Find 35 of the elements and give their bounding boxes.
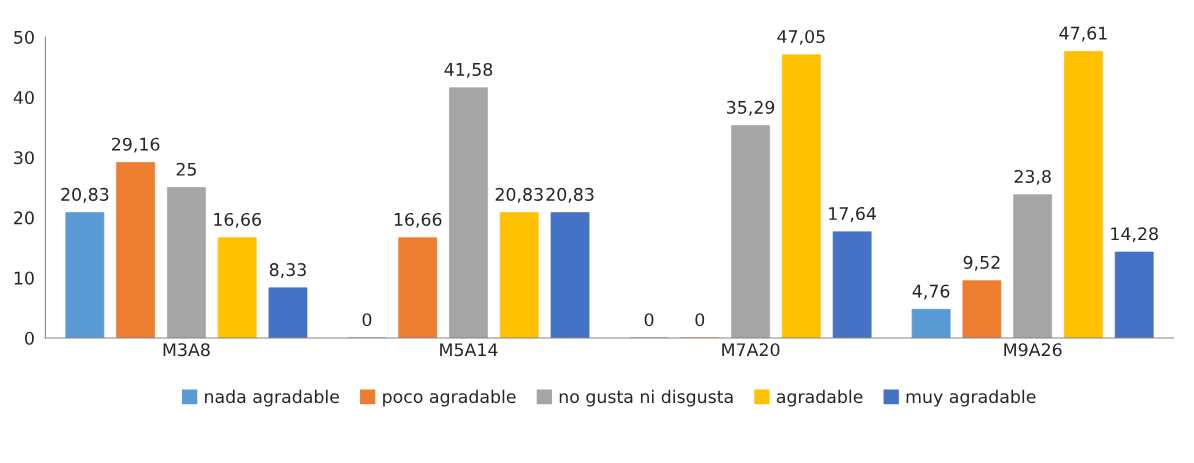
data-label: 16,66 bbox=[214, 212, 261, 228]
data-label: 17,64 bbox=[829, 206, 876, 222]
data-label: 0 bbox=[644, 313, 654, 327]
legend-label: agradable bbox=[776, 389, 863, 407]
data-label: 41,58 bbox=[444, 62, 493, 78]
x-tick-label: M3A8 bbox=[163, 343, 210, 357]
data-label: 47,61 bbox=[1059, 26, 1107, 42]
data-label: 35,29 bbox=[727, 100, 775, 116]
y-tick-label: 50 bbox=[14, 30, 34, 44]
data-label: 16,66 bbox=[394, 212, 442, 228]
data-label: 25 bbox=[176, 162, 196, 176]
data-label: 47,05 bbox=[777, 29, 825, 45]
data-label: 14,28 bbox=[1111, 227, 1158, 243]
y-tick-label: 0 bbox=[25, 331, 34, 345]
data-label: 0 bbox=[695, 313, 705, 327]
x-tick-label: M5A14 bbox=[440, 343, 498, 357]
legend-label: muy agradable bbox=[906, 389, 1036, 407]
data-label: 9,52 bbox=[963, 255, 1000, 271]
data-label: 23,8 bbox=[1014, 169, 1051, 185]
data-label: 20,83 bbox=[495, 187, 543, 203]
y-tick-label: 10 bbox=[14, 271, 34, 285]
x-tick-label: M7A20 bbox=[722, 343, 780, 357]
y-tick-label: 30 bbox=[14, 151, 34, 165]
data-label: 20,83 bbox=[546, 187, 594, 203]
legend-label: poco agradable bbox=[383, 389, 516, 407]
legend-label: nada agradable bbox=[205, 389, 339, 407]
data-label: 4,76 bbox=[912, 284, 950, 300]
x-tick-label: M9A26 bbox=[1004, 343, 1062, 357]
y-tick-label: 20 bbox=[14, 211, 34, 225]
data-label: 20,83 bbox=[61, 187, 109, 203]
data-label: 0 bbox=[362, 313, 372, 327]
data-label: 8,33 bbox=[269, 263, 306, 278]
y-tick-label: 40 bbox=[13, 90, 34, 105]
legend-label: no gusta ni disgusta bbox=[559, 389, 733, 407]
data-label: 29,16 bbox=[112, 137, 160, 153]
